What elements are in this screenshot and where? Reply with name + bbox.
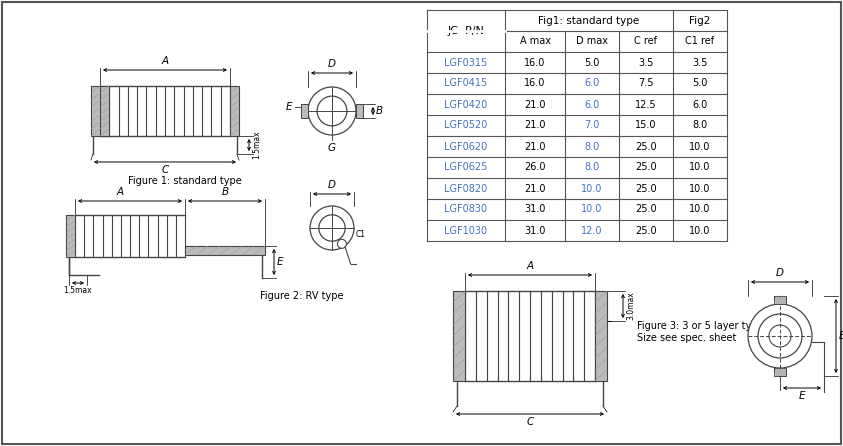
Text: E: E xyxy=(286,102,293,112)
Text: 25.0: 25.0 xyxy=(635,162,657,173)
Text: Figure 1: standard type: Figure 1: standard type xyxy=(128,176,242,186)
Bar xyxy=(774,368,786,376)
Text: 21.0: 21.0 xyxy=(524,120,545,131)
Text: 3.5: 3.5 xyxy=(692,58,707,67)
Text: LGF0620: LGF0620 xyxy=(444,141,487,152)
Text: 1.5max: 1.5max xyxy=(252,131,261,159)
Text: LGF1030: LGF1030 xyxy=(444,226,487,235)
Bar xyxy=(230,86,239,136)
Bar xyxy=(66,215,75,257)
Text: 6.0: 6.0 xyxy=(584,78,599,88)
Text: 8.0: 8.0 xyxy=(584,141,599,152)
Text: 31.0: 31.0 xyxy=(524,205,545,215)
Text: 25.0: 25.0 xyxy=(635,205,657,215)
Text: 21.0: 21.0 xyxy=(524,183,545,194)
Bar xyxy=(185,246,265,255)
Text: 10.0: 10.0 xyxy=(690,183,711,194)
Circle shape xyxy=(308,87,356,135)
Text: 31.0: 31.0 xyxy=(524,226,545,235)
Bar xyxy=(100,86,109,136)
Text: 1.5max: 1.5max xyxy=(64,286,93,295)
Circle shape xyxy=(317,96,346,126)
Text: D: D xyxy=(328,59,336,69)
Text: A: A xyxy=(116,187,124,197)
Text: A: A xyxy=(526,261,534,271)
Text: LGF0625: LGF0625 xyxy=(444,162,488,173)
Text: D: D xyxy=(328,180,336,190)
Text: 10.0: 10.0 xyxy=(582,205,603,215)
Bar xyxy=(356,104,363,118)
Text: 6.0: 6.0 xyxy=(584,99,599,110)
Text: Figure 2: RV type: Figure 2: RV type xyxy=(260,291,343,301)
Text: C1 ref: C1 ref xyxy=(685,37,715,46)
Circle shape xyxy=(337,240,346,248)
Text: 7.5: 7.5 xyxy=(638,78,654,88)
Text: 12.5: 12.5 xyxy=(635,99,657,110)
Text: E: E xyxy=(799,391,805,401)
Text: 21.0: 21.0 xyxy=(524,141,545,152)
Circle shape xyxy=(310,206,354,250)
Text: LGF0415: LGF0415 xyxy=(444,78,487,88)
Text: 3.5: 3.5 xyxy=(638,58,653,67)
Text: 8.0: 8.0 xyxy=(584,162,599,173)
Text: 5.0: 5.0 xyxy=(692,78,707,88)
Text: 25.0: 25.0 xyxy=(635,183,657,194)
Text: D: D xyxy=(776,268,784,278)
Text: A: A xyxy=(162,56,169,66)
Text: 16.0: 16.0 xyxy=(524,78,545,88)
Text: 7.0: 7.0 xyxy=(584,120,599,131)
Text: Size see spec. sheet: Size see spec. sheet xyxy=(637,333,737,343)
Text: C ref: C ref xyxy=(635,37,658,46)
Text: 26.0: 26.0 xyxy=(524,162,545,173)
Bar xyxy=(595,291,607,381)
Text: JC  P/N: JC P/N xyxy=(448,26,485,36)
Bar xyxy=(301,104,308,118)
Text: A max: A max xyxy=(519,37,550,46)
Text: Fig1: standard type: Fig1: standard type xyxy=(539,16,640,25)
Text: 10.0: 10.0 xyxy=(582,183,603,194)
Text: B: B xyxy=(222,187,228,197)
Text: Fig2: Fig2 xyxy=(690,16,711,25)
Text: 25.0: 25.0 xyxy=(635,141,657,152)
Circle shape xyxy=(748,304,812,368)
Text: 10.0: 10.0 xyxy=(690,162,711,173)
Text: 21.0: 21.0 xyxy=(524,99,545,110)
Text: E: E xyxy=(277,257,283,267)
Text: 3.0max: 3.0max xyxy=(626,292,635,320)
Text: D max: D max xyxy=(576,37,608,46)
Text: 15.0: 15.0 xyxy=(636,120,657,131)
Text: Figure 3: 3 or 5 layer type: Figure 3: 3 or 5 layer type xyxy=(637,321,764,331)
Text: B: B xyxy=(376,106,383,116)
Bar xyxy=(91,86,100,136)
Text: LGF0520: LGF0520 xyxy=(444,120,488,131)
Text: 10.0: 10.0 xyxy=(690,205,711,215)
Text: 25.0: 25.0 xyxy=(635,226,657,235)
Text: 6.0: 6.0 xyxy=(692,99,707,110)
Text: 5.0: 5.0 xyxy=(584,58,599,67)
Circle shape xyxy=(769,325,791,347)
Text: 8.0: 8.0 xyxy=(692,120,707,131)
Text: 16.0: 16.0 xyxy=(524,58,545,67)
Text: LGF0820: LGF0820 xyxy=(444,183,487,194)
Text: G: G xyxy=(328,143,336,153)
Text: C1: C1 xyxy=(356,230,366,239)
Bar xyxy=(453,291,465,381)
Text: C: C xyxy=(161,165,169,175)
Circle shape xyxy=(758,314,802,358)
Text: 12.0: 12.0 xyxy=(582,226,603,235)
Text: C: C xyxy=(526,417,534,427)
Text: LGF0830: LGF0830 xyxy=(444,205,487,215)
Text: LGF0420: LGF0420 xyxy=(444,99,487,110)
Circle shape xyxy=(319,215,345,241)
Bar xyxy=(774,296,786,304)
Text: LGF0315: LGF0315 xyxy=(444,58,487,67)
Text: B: B xyxy=(839,331,843,341)
Text: 10.0: 10.0 xyxy=(690,226,711,235)
Text: 10.0: 10.0 xyxy=(690,141,711,152)
